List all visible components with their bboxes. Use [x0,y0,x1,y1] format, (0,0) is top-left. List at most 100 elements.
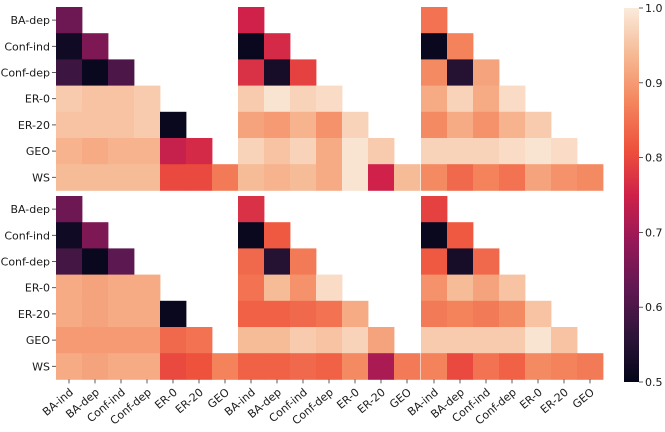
row-tick-label: ER-0 [25,93,50,106]
heatmap-cell [160,111,187,139]
row-tick-label: Conf-ind [4,40,50,53]
heatmap-cell [316,85,343,113]
row-tick-label: ER-0 [25,282,50,295]
heatmap-cell [368,353,395,380]
heatmap-cell [473,59,500,86]
heatmap-cell [82,33,109,60]
heatmap-cell [238,300,265,328]
heatmap-cell [525,138,552,165]
heatmap-cell [56,85,83,113]
heatmap-cell [134,274,161,302]
heatmap-cell [447,300,474,328]
heatmap-cell [238,7,265,34]
heatmap-cell [186,164,213,191]
heatmap-cell [447,222,474,249]
heatmap-cell [56,138,83,165]
heatmap-cell [368,138,395,165]
heatmap-cell [108,300,135,328]
row-tick-labels: BA-dep Conf-ind Conf-dep ER-0 ER-20 GEO WS BA-d… [1,14,56,373]
heatmap-cell [82,300,109,328]
heatmap-cell [316,164,343,191]
heatmap-panel [238,196,421,380]
heatmap-cell [134,138,161,165]
column-tick-label: GEO [570,386,597,412]
row-tick-label: Conf-dep [1,67,50,80]
heatmap-cell [264,222,291,249]
heatmap-cell [212,353,239,380]
heatmap-cell [499,164,526,191]
heatmap-cell [264,85,291,113]
heatmap-cell [421,222,448,249]
heatmap-cell [421,85,448,113]
row-tick-label: WS [32,360,50,373]
heatmap-cell [108,59,135,86]
heatmap-cell [447,248,474,275]
heatmap-cell [264,33,291,60]
heatmap-cell [421,274,448,302]
heatmap-cell [290,85,317,113]
colorbar-tick-label: 0.7 [645,226,663,239]
row-tick-label: WS [32,171,50,184]
heatmap-panel [56,7,239,191]
heatmap-cell [421,138,448,165]
heatmap-cell [82,274,109,302]
heatmap-cell [108,353,135,380]
heatmap-cell [473,327,500,354]
heatmap-cell [473,111,500,139]
heatmap-cell [290,111,317,139]
heatmap-cell [342,327,369,354]
heatmap-cell [108,111,135,139]
row-tick-label: ER-20 [18,308,50,321]
heatmap-cell [290,327,317,354]
heatmap-cell [473,274,500,302]
heatmap-cell [447,85,474,113]
heatmap-cell [421,327,448,354]
heatmap-cell [421,353,448,380]
row-tick-label: Conf-ind [4,229,50,242]
heatmap-cell [82,222,109,249]
heatmap-cell [473,353,500,380]
heatmap-cell [212,164,239,191]
heatmap-cell [394,164,421,191]
heatmap-cell [499,300,526,328]
heatmap-cell [290,274,317,302]
heatmap-cell [56,300,83,328]
heatmap-cell [108,274,135,302]
heatmap-cell [160,300,187,328]
heatmap-cell [447,164,474,191]
heatmap-cell [290,164,317,191]
heatmap-cell [134,327,161,354]
heatmap-cell [421,164,448,191]
heatmap-cell [56,33,83,60]
heatmap-cell [316,138,343,165]
heatmap-cell [473,164,500,191]
heatmap-cell [368,164,395,191]
heatmap-cell [421,111,448,139]
heatmap-cell [134,300,161,328]
heatmap-cell [499,111,526,139]
colorbar-tick-label: 0.8 [645,152,663,165]
row-tick-label: BA-dep [10,203,50,216]
heatmap-cell [368,327,395,354]
heatmap-cell [421,248,448,275]
heatmap-cell [264,300,291,328]
heatmap-cell [290,59,317,86]
heatmap-cell [82,353,109,380]
heatmap-cell [473,138,500,165]
heatmap-cell [160,353,187,380]
heatmap-cell [342,111,369,139]
heatmap-cell [264,248,291,275]
heatmap-cell [160,138,187,165]
row-tick-label: BA-dep [10,14,50,27]
heatmap-cell [525,353,552,380]
heatmap-cell [238,33,265,60]
heatmap-cell [82,111,109,139]
row-tick-label: ER-20 [18,119,50,132]
heatmap-cell [447,274,474,302]
row-tick-label: GEO [26,145,50,158]
heatmap-cell [525,300,552,328]
heatmap-cell [134,111,161,139]
heatmap-cell [447,327,474,354]
heatmap-cell [421,300,448,328]
colorbar-tick-label: 0.5 [645,376,663,389]
